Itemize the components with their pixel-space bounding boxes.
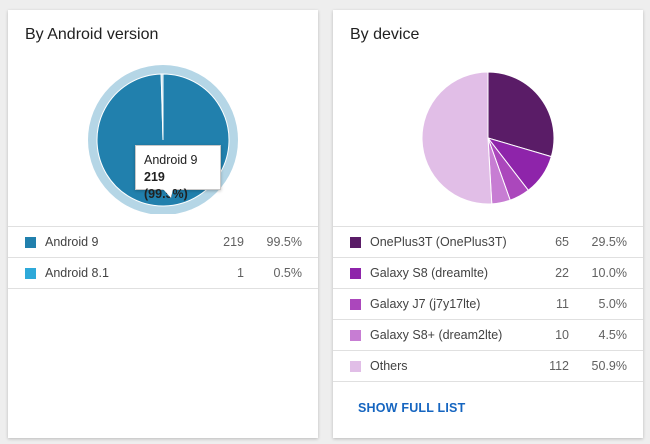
legend-row: Galaxy J7 (j7y17lte) 11 5.0% xyxy=(333,289,643,320)
tooltip-tail xyxy=(163,189,173,198)
legend-label: Galaxy S8 (dreamlte) xyxy=(370,266,489,280)
pie-slice-0[interactable] xyxy=(487,71,555,158)
legend-percent: 5.0% xyxy=(598,297,628,311)
legend-count: 65 xyxy=(555,235,569,249)
android-card-title: By Android version xyxy=(25,26,159,43)
legend-percent: 0.5% xyxy=(273,266,303,280)
tooltip-label: Android 9 xyxy=(144,153,198,167)
legend-swatch xyxy=(350,299,361,310)
pie-tooltip: Android 9 219 (99.5%) xyxy=(135,145,221,201)
legend-percent: 99.5% xyxy=(266,235,302,249)
legend-label: Galaxy S8+ (dream2lte) xyxy=(370,328,503,342)
legend-label: Galaxy J7 (j7y17lte) xyxy=(370,297,481,311)
pie-slice-4[interactable] xyxy=(421,71,493,205)
legend-swatch xyxy=(350,361,361,372)
legend-count: 22 xyxy=(555,266,569,280)
legend-swatch xyxy=(350,237,361,248)
legend-count: 11 xyxy=(556,297,569,311)
legend-percent: 10.0% xyxy=(591,266,627,280)
android-version-card: By Android version Android 9 219 (99.5%)… xyxy=(8,10,318,438)
legend-count: 219 xyxy=(223,235,244,249)
legend-row: Galaxy S8+ (dream2lte) 10 4.5% xyxy=(333,320,643,351)
legend-label: Android 8.1 xyxy=(45,266,109,280)
device-list: OnePlus3T (OnePlus3T) 65 29.5% Galaxy S8… xyxy=(333,226,643,382)
legend-row: OnePlus3T (OnePlus3T) 65 29.5% xyxy=(333,227,643,258)
pie-slice-1[interactable] xyxy=(160,73,164,141)
legend-label: Android 9 xyxy=(45,235,99,249)
show-full-list-button[interactable]: SHOW FULL LIST xyxy=(358,401,466,415)
device-pie-chart xyxy=(421,71,555,205)
legend-swatch xyxy=(25,268,36,279)
legend-swatch xyxy=(25,237,36,248)
legend-swatch xyxy=(350,268,361,279)
legend-percent: 4.5% xyxy=(598,328,628,342)
legend-row: Android 8.1 1 0.5% xyxy=(8,258,318,289)
legend-label: Others xyxy=(370,359,408,373)
legend-percent: 29.5% xyxy=(591,235,627,249)
legend-row: Galaxy S8 (dreamlte) 22 10.0% xyxy=(333,258,643,289)
android-version-list: Android 9 219 99.5% Android 8.1 1 0.5% xyxy=(8,226,318,289)
device-card-title: By device xyxy=(350,26,420,43)
legend-percent: 50.9% xyxy=(591,359,627,373)
tooltip-value: 219 (99.5%) xyxy=(144,170,188,201)
legend-count: 1 xyxy=(237,266,244,280)
legend-count: 112 xyxy=(549,359,569,373)
legend-label: OnePlus3T (OnePlus3T) xyxy=(370,235,507,249)
legend-row: Android 9 219 99.5% xyxy=(8,227,318,258)
legend-swatch xyxy=(350,330,361,341)
device-card: By device OnePlus3T (OnePlus3T) 65 29.5%… xyxy=(333,10,643,438)
legend-row: Others 112 50.9% xyxy=(333,351,643,382)
legend-count: 10 xyxy=(555,328,569,342)
